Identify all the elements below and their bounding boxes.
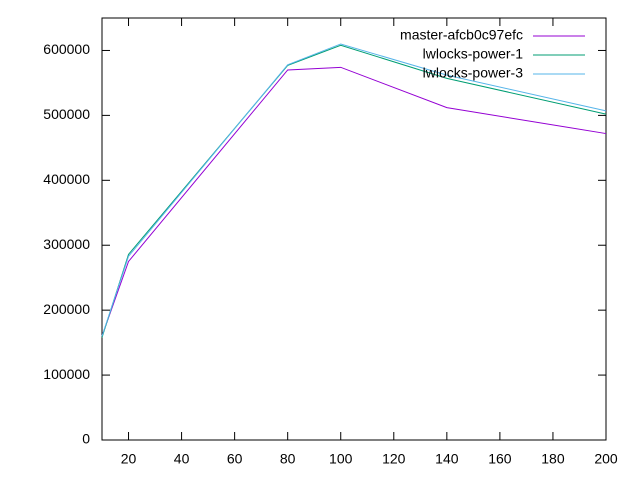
x-tick-label: 80 xyxy=(280,451,296,467)
x-tick-label: 100 xyxy=(329,451,353,467)
series-line xyxy=(101,66,607,337)
x-tick-label: 200 xyxy=(594,451,618,467)
y-tick-label: 300000 xyxy=(43,236,90,252)
legend-label: master-afcb0c97efc xyxy=(400,27,523,43)
y-tick-label: 600000 xyxy=(43,41,90,57)
y-tick-label: 200000 xyxy=(43,301,90,317)
x-tick-label: 180 xyxy=(541,451,565,467)
plot-border xyxy=(101,17,607,441)
x-tick-label: 60 xyxy=(227,451,243,467)
y-tick-label: 0 xyxy=(82,431,90,447)
x-tick-label: 120 xyxy=(382,451,406,467)
y-tick-label: 500000 xyxy=(43,106,90,122)
series-line xyxy=(101,44,607,338)
x-tick-label: 40 xyxy=(174,451,190,467)
x-tick-label: 20 xyxy=(121,451,137,467)
legend-label: lwlocks-power-3 xyxy=(423,65,524,81)
legend-label: lwlocks-power-1 xyxy=(423,46,524,62)
y-tick-label: 400000 xyxy=(43,171,90,187)
x-tick-label: 140 xyxy=(435,451,459,467)
series-line xyxy=(101,43,607,337)
y-tick-label: 100000 xyxy=(43,366,90,382)
x-tick-label: 160 xyxy=(488,451,512,467)
